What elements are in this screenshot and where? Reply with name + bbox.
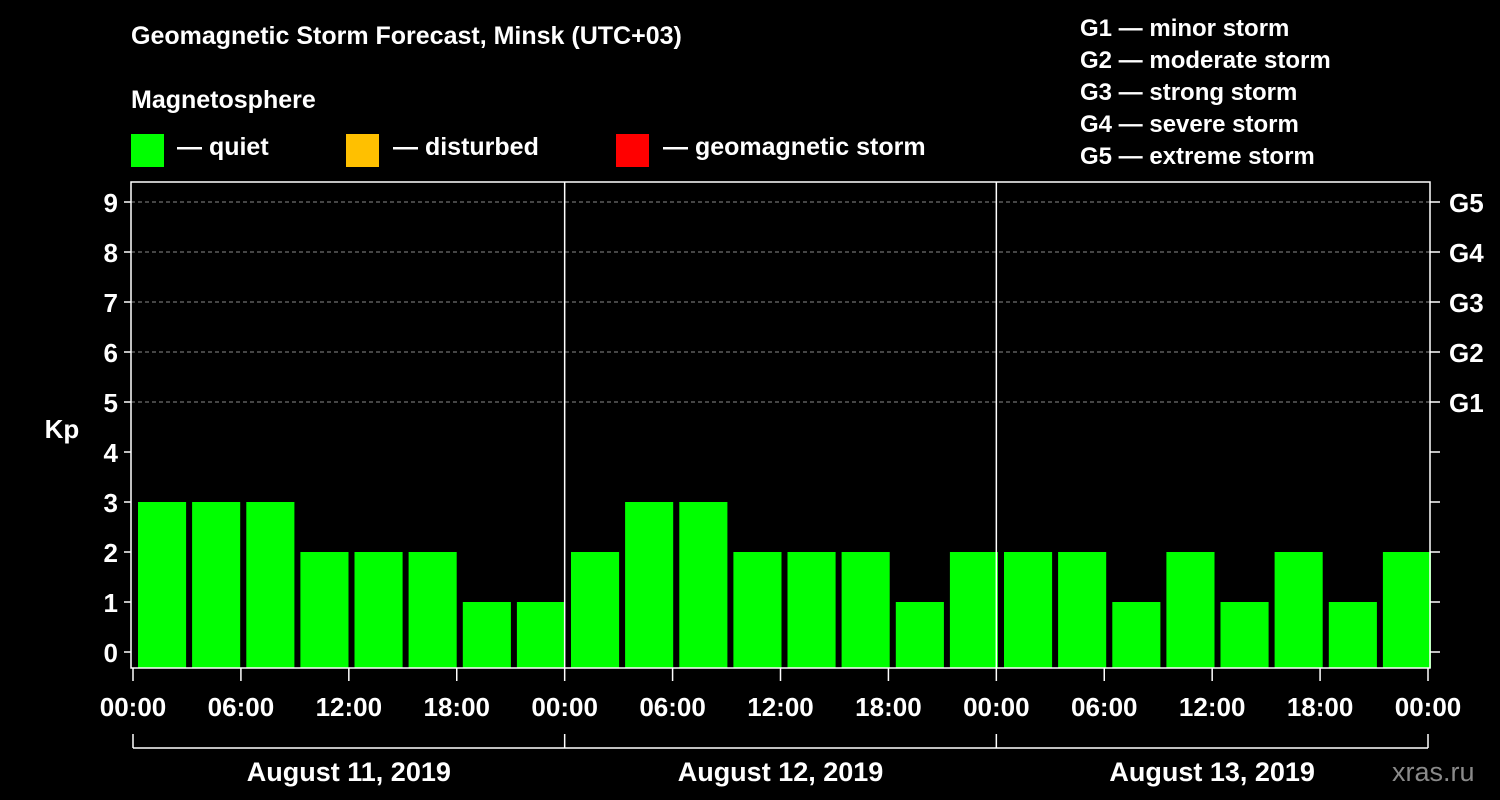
bar-18 (1112, 602, 1161, 668)
legend-label-quiet: — quiet (177, 133, 269, 161)
x-tick-label: 06:00 (208, 692, 275, 722)
storm-level-g3: G3 — strong storm (1080, 79, 1298, 106)
bar-23 (1382, 552, 1431, 668)
bar-15 (949, 552, 998, 668)
bar-0 (138, 502, 187, 668)
x-tick-label: 00:00 (531, 692, 598, 722)
bar-8 (571, 552, 620, 668)
bar-11 (733, 552, 782, 668)
bar-22 (1328, 602, 1377, 668)
x-tick-label: 06:00 (1071, 692, 1138, 722)
bar-17 (1058, 552, 1107, 668)
legend-swatch-storm (616, 134, 649, 167)
watermark: xras.ru (1392, 757, 1475, 787)
storm-axis-label: G2 (1449, 338, 1484, 368)
bar-13 (841, 552, 890, 668)
x-tick-label: 18:00 (855, 692, 922, 722)
legend-label-disturbed: — disturbed (393, 133, 539, 161)
y-tick-label: 9 (104, 188, 118, 218)
bar-1 (192, 502, 241, 668)
storm-level-g4: G4 — severe storm (1080, 111, 1299, 138)
bar-12 (787, 552, 836, 668)
y-tick-label: 0 (104, 638, 118, 668)
day-label: August 13, 2019 (1109, 757, 1315, 787)
y-tick-label: 5 (104, 388, 118, 418)
storm-axis-label: G5 (1449, 188, 1484, 218)
x-tick-label: 00:00 (100, 692, 167, 722)
x-tick-label: 12:00 (1179, 692, 1246, 722)
storm-axis-label: G1 (1449, 388, 1484, 418)
x-tick-label: 12:00 (316, 692, 383, 722)
bar-6 (462, 602, 511, 668)
x-tick-label: 18:00 (424, 692, 491, 722)
storm-level-g2: G2 — moderate storm (1080, 47, 1331, 74)
y-tick-label: 7 (104, 288, 118, 318)
y-tick-label: 4 (104, 438, 119, 468)
bar-20 (1220, 602, 1269, 668)
y-axis-title: Kp (45, 414, 80, 444)
storm-axis-label: G4 (1449, 238, 1484, 268)
storm-level-g5: G5 — extreme storm (1080, 143, 1315, 170)
bar-16 (1004, 552, 1053, 668)
x-tick-label: 12:00 (747, 692, 814, 722)
chart-title: Geomagnetic Storm Forecast, Minsk (UTC+0… (131, 22, 682, 50)
bar-7 (516, 602, 565, 668)
bar-9 (625, 502, 674, 668)
bar-5 (408, 552, 457, 668)
day-label: August 11, 2019 (247, 757, 451, 787)
bar-2 (246, 502, 295, 668)
x-tick-label: 00:00 (1395, 692, 1462, 722)
y-tick-label: 8 (104, 238, 118, 268)
storm-axis-label: G3 (1449, 288, 1484, 318)
bar-4 (354, 552, 403, 668)
bar-3 (300, 552, 349, 668)
y-tick-label: 2 (104, 538, 118, 568)
y-tick-label: 6 (104, 338, 118, 368)
y-tick-label: 1 (104, 588, 118, 618)
bar-14 (895, 602, 944, 668)
storm-level-g1: G1 — minor storm (1080, 15, 1290, 42)
legend-swatch-quiet (131, 134, 164, 167)
y-tick-label: 3 (104, 488, 118, 518)
bar-21 (1274, 552, 1323, 668)
x-tick-label: 06:00 (639, 692, 706, 722)
bar-19 (1166, 552, 1215, 668)
x-tick-label: 00:00 (963, 692, 1030, 722)
legend-swatch-disturbed (346, 134, 379, 167)
legend-heading: Magnetosphere (131, 86, 316, 114)
x-tick-label: 18:00 (1287, 692, 1354, 722)
day-label: August 12, 2019 (678, 757, 884, 787)
bar-10 (679, 502, 728, 668)
legend-label-storm: — geomagnetic storm (663, 133, 926, 161)
